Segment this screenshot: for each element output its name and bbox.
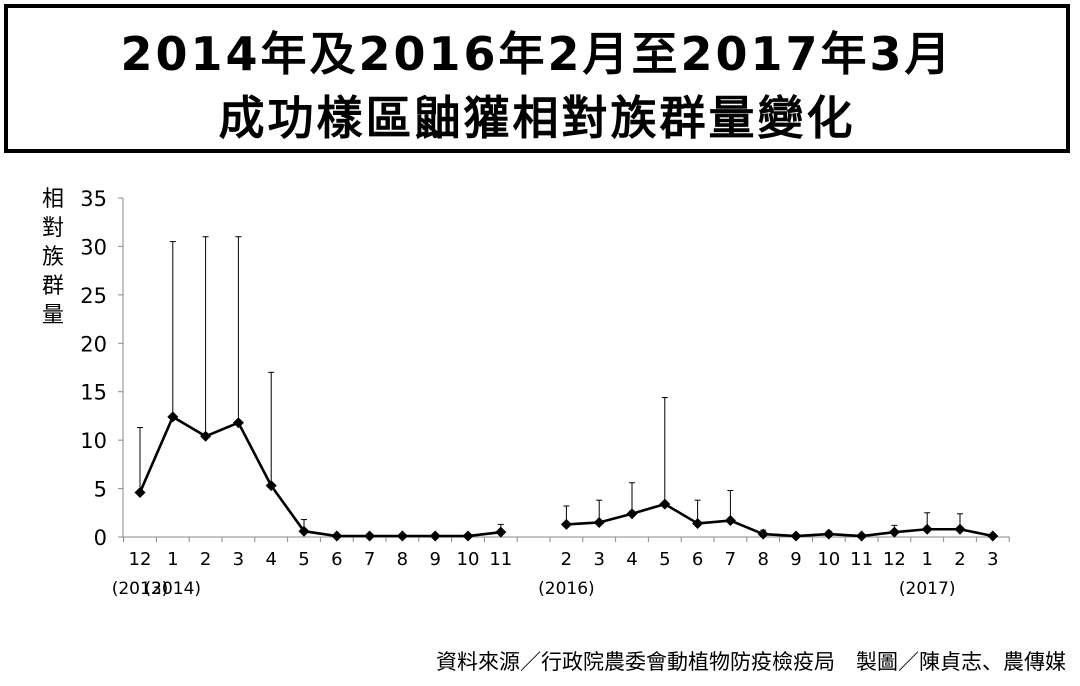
x-year-label: (2017)	[899, 579, 956, 599]
data-point-marker	[790, 530, 802, 542]
y-tick-label: 30	[80, 235, 107, 259]
data-point-marker	[232, 417, 244, 429]
source-credit: 資料來源／行政院農委會動植物防疫檢疫局 製圖／陳貞志、農傳媒	[436, 650, 1066, 674]
data-point-marker	[692, 517, 704, 529]
y-tick-label: 25	[80, 284, 107, 308]
data-point-marker	[134, 486, 146, 498]
y-axis-label: 相對族群量	[41, 187, 64, 328]
x-tick-label: 6	[692, 549, 703, 570]
x-tick-label: 2	[954, 549, 965, 570]
x-tick-label: 8	[757, 549, 768, 570]
y-tick-label: 15	[80, 381, 107, 405]
chart-title-line-2: 成功樣區鼬獾相對族群量變化	[218, 91, 856, 145]
y-tick-label: 10	[80, 429, 107, 453]
y-tick-label: 20	[80, 332, 107, 356]
data-point-marker	[757, 528, 769, 540]
x-year-label: (2013)	[112, 579, 169, 599]
data-point-marker	[888, 526, 900, 538]
data-point-marker	[593, 516, 605, 528]
x-tick-label: 7	[364, 549, 375, 570]
series-line-segment-1	[138, 415, 501, 538]
data-point-marker	[429, 530, 441, 542]
x-year-label: (2014)	[145, 579, 202, 599]
data-point-marker	[495, 526, 507, 538]
x-tick-label: 11	[489, 549, 512, 570]
data-point-marker	[265, 480, 277, 492]
data-point-marker	[856, 530, 868, 542]
data-point-marker	[200, 430, 212, 442]
data-point-marker	[331, 530, 343, 542]
x-tick-label: 3	[233, 549, 244, 570]
x-tick-label: 11	[850, 549, 873, 570]
data-point-marker	[724, 515, 736, 527]
x-tick-label: 5	[298, 549, 309, 570]
x-tick-label: 2	[561, 549, 572, 570]
x-tick-label: 7	[725, 549, 736, 570]
x-tick-label: 1	[167, 549, 178, 570]
x-tick-label: 6	[331, 549, 342, 570]
x-tick-label: 4	[265, 549, 276, 570]
title-box: 2014年及2016年2月至2017年3月 成功樣區鼬獾相對族群量變化	[4, 4, 1070, 153]
data-point-marker	[823, 528, 835, 540]
data-point-marker	[987, 530, 999, 542]
x-tick-label: 2	[200, 549, 211, 570]
data-point-marker	[626, 508, 638, 520]
chart-title-line-1: 2014年及2016年2月至2017年3月	[120, 27, 954, 81]
x-tick-label: 3	[593, 549, 604, 570]
x-tick-label: 3	[987, 549, 998, 570]
data-point-marker	[921, 523, 933, 535]
x-tick-label: 10	[817, 549, 840, 570]
x-tick-label: 12	[129, 549, 152, 570]
data-point-marker	[659, 498, 671, 510]
x-tick-label: 5	[659, 549, 670, 570]
data-point-marker	[364, 530, 376, 542]
series-line-segment-2	[566, 502, 994, 538]
y-tick-label: 5	[94, 478, 107, 502]
data-point-marker	[167, 411, 179, 423]
x-tick-label: 9	[429, 549, 440, 570]
x-tick-label: 1	[921, 549, 932, 570]
x-tick-label: 4	[626, 549, 637, 570]
x-tick-label: 8	[397, 549, 408, 570]
data-point-marker	[462, 530, 474, 542]
data-point-marker	[560, 518, 572, 530]
x-tick-label: 10	[457, 549, 480, 570]
y-tick-label: 35	[80, 187, 107, 211]
x-tick-label: 9	[790, 549, 801, 570]
data-point-marker	[396, 530, 408, 542]
data-point-marker	[954, 523, 966, 535]
x-year-label: (2016)	[538, 579, 595, 599]
y-tick-label: 0	[94, 526, 107, 550]
x-tick-label: 12	[883, 549, 906, 570]
data-point-marker	[298, 525, 310, 537]
